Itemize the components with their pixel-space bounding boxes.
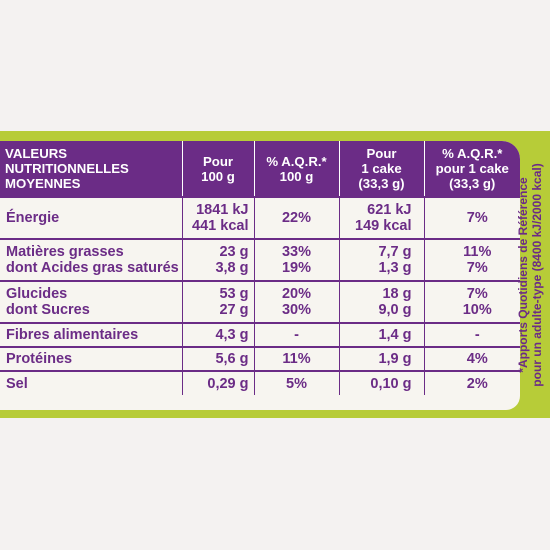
cell-per100: 0,29 g: [181, 370, 254, 395]
table-row: Énergie 1841 kJ 441 kcal 22% 621 kJ 149 …: [0, 196, 520, 239]
table-row: Protéines 5,6 g 11% 1,9 g 4%: [0, 346, 520, 371]
cell-per-cake: 621 kJ 149 kcal: [338, 196, 424, 239]
row-label: Glucides dont Sucres: [0, 280, 182, 323]
cell-aqr-cake: -: [423, 322, 520, 347]
header-nutritional-values: VALEURS NUTRITIONNELLES MOYENNES: [0, 141, 182, 197]
cell-aqr-cake: 4%: [423, 346, 520, 371]
header-aqr-cake: % A.Q.R.* pour 1 cake (33,3 g): [423, 141, 520, 197]
cell-per-cake: 1,4 g: [338, 322, 424, 347]
cell-aqr100: 11%: [253, 346, 339, 371]
cell-per-cake: 0,10 g: [338, 370, 424, 395]
cell-per-cake: 7,7 g 1,3 g: [338, 238, 424, 281]
nutrition-panel: VALEURS NUTRITIONNELLES MOYENNES Pour 10…: [0, 141, 520, 410]
cell-aqr100: 33% 19%: [253, 238, 339, 281]
cell-per100: 53 g 27 g: [181, 280, 254, 323]
cell-per100: 1841 kJ 441 kcal: [181, 196, 254, 239]
cell-per-cake: 18 g 9,0 g: [338, 280, 424, 323]
cell-per100: 5,6 g: [181, 346, 254, 371]
cell-aqr-cake: 7% 10%: [423, 280, 520, 323]
row-label: Fibres alimentaires: [0, 322, 182, 347]
cell-aqr100: -: [253, 322, 339, 347]
table-row: Fibres alimentaires 4,3 g - 1,4 g -: [0, 322, 520, 347]
cell-aqr-cake: 7%: [423, 196, 520, 239]
nutrition-table: VALEURS NUTRITIONNELLES MOYENNES Pour 10…: [0, 141, 520, 395]
cell-aqr-cake: 2%: [423, 370, 520, 395]
cell-aqr100: 5%: [253, 370, 339, 395]
header-per-cake: Pour 1 cake (33,3 g): [338, 141, 424, 197]
table-row: Matières grasses dont Acides gras saturé…: [0, 238, 520, 281]
header-aqr-100g: % A.Q.R.* 100 g: [253, 141, 339, 197]
table-row: Glucides dont Sucres 53 g 27 g 20% 30% 1…: [0, 280, 520, 323]
row-label: Protéines: [0, 346, 182, 371]
cell-per-cake: 1,9 g: [338, 346, 424, 371]
cell-aqr-cake: 11% 7%: [423, 238, 520, 281]
aqr-footnote: *Apports Quotidiens de Référence pour un…: [516, 163, 544, 387]
row-label: Énergie: [0, 196, 182, 239]
header-row: VALEURS NUTRITIONNELLES MOYENNES Pour 10…: [0, 141, 520, 197]
row-label: Matières grasses dont Acides gras saturé…: [0, 238, 182, 281]
cell-aqr100: 20% 30%: [253, 280, 339, 323]
cell-per100: 4,3 g: [181, 322, 254, 347]
table-row: Sel 0,29 g 5% 0,10 g 2%: [0, 370, 520, 395]
cell-aqr100: 22%: [253, 196, 339, 239]
header-per-100g: Pour 100 g: [181, 141, 254, 197]
row-label: Sel: [0, 370, 182, 395]
cell-per100: 23 g 3,8 g: [181, 238, 254, 281]
